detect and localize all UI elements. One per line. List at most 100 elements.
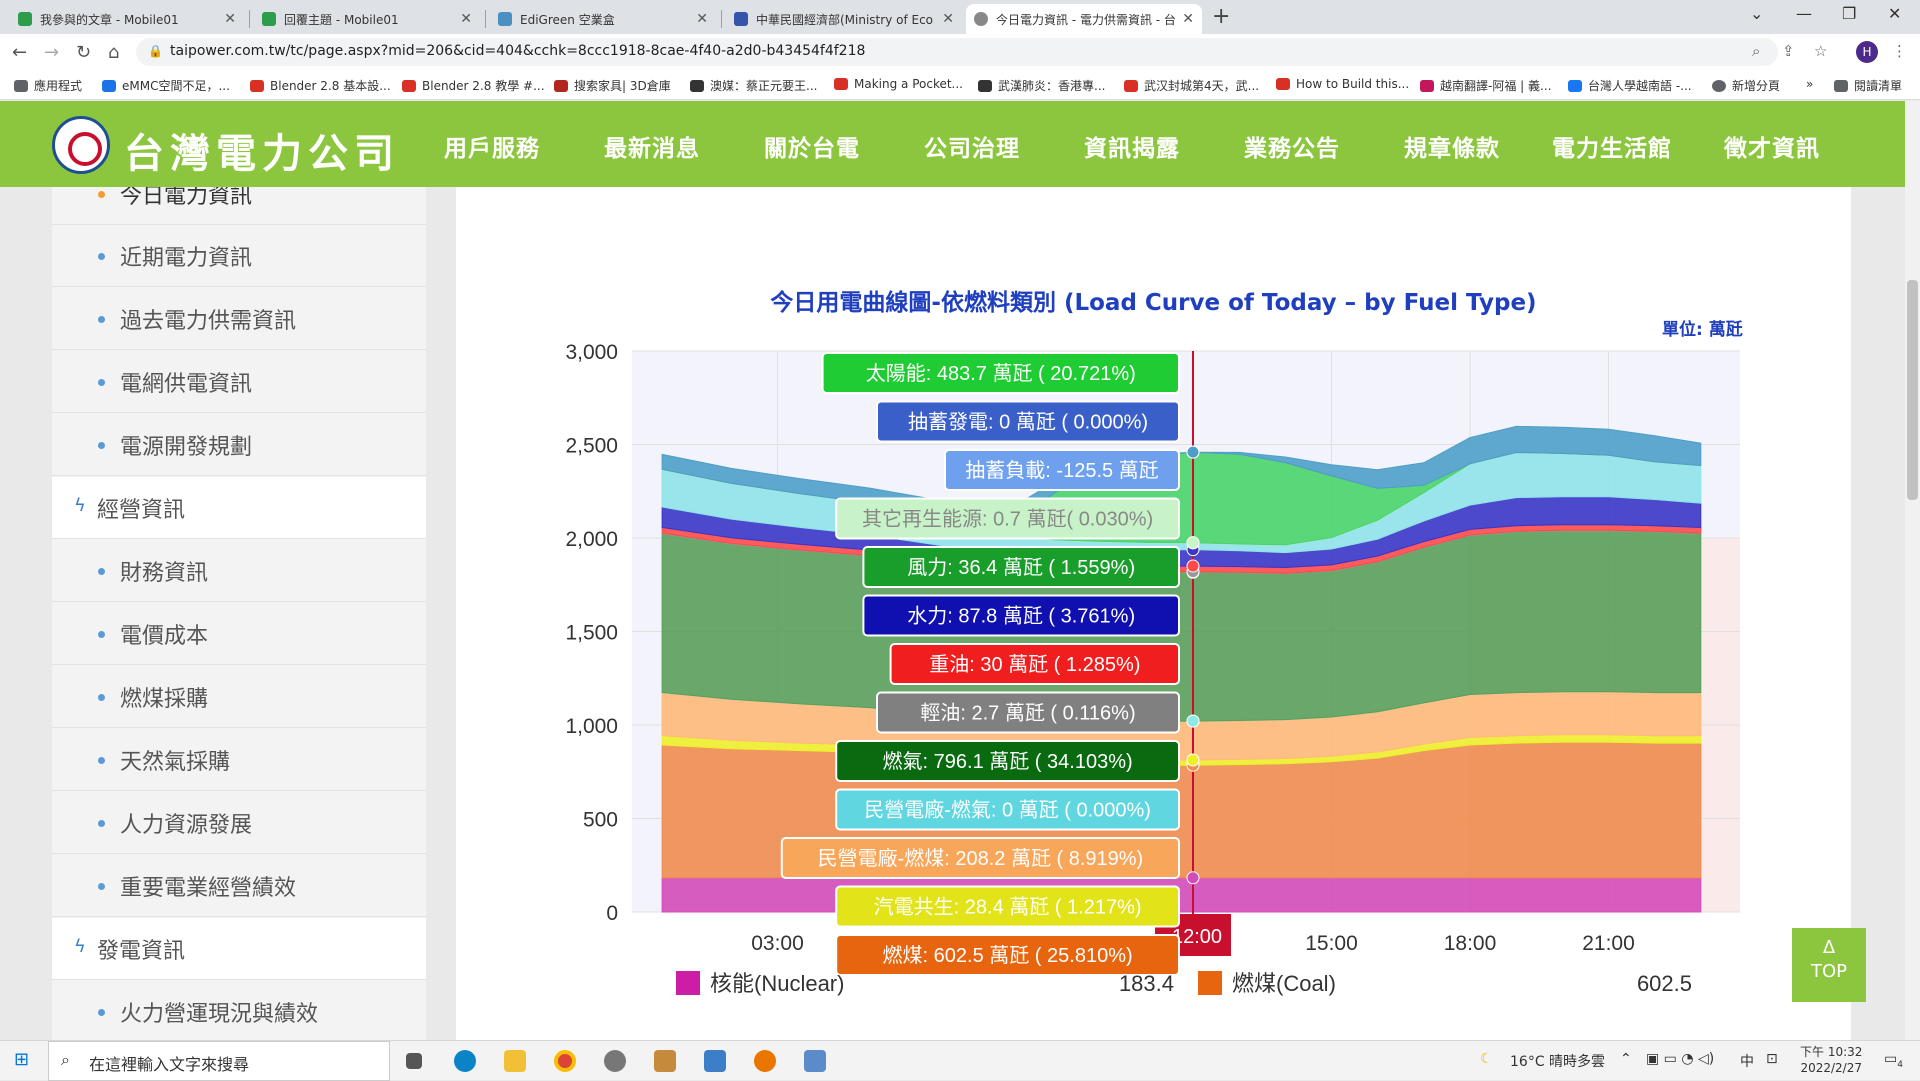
sidebar-item-thermal-ops[interactable]: 火力營運現況與績效	[52, 981, 426, 1040]
url-input[interactable]: 🔒 taipower.com.tw/tc/page.aspx?mid=206&c…	[136, 38, 1778, 66]
sidebar-category-generation[interactable]: ϟ 發電資訊	[52, 918, 426, 980]
close-tab-icon[interactable]: ✕	[1182, 11, 1194, 27]
tab-search-icon[interactable]: ⌄	[1750, 4, 1764, 23]
tooltip-box	[944, 449, 1180, 491]
load-curve-chart[interactable]: 0 500 1,000 1,500 2,000 2,500 3,000 03:00 15:00 1…	[456, 187, 1851, 1040]
close-window-icon[interactable]: ✕	[1888, 4, 1902, 23]
sidebar-item-power-planning[interactable]: 電源開發規劃	[52, 414, 426, 476]
chrome-icon[interactable]	[554, 1050, 576, 1072]
close-tab-icon[interactable]: ✕	[224, 11, 236, 27]
zoom-icon[interactable]: ⌕	[1752, 42, 1761, 60]
bookmark-star-icon[interactable]: ☆	[1814, 42, 1828, 60]
windows-start-icon[interactable]: ⊞	[14, 1049, 30, 1070]
nav-disclosure[interactable]: 資訊揭露	[1084, 136, 1180, 162]
nav-about[interactable]: 關於台電	[764, 136, 860, 162]
more-bookmarks-icon[interactable]: »	[1806, 77, 1814, 91]
sidebar-item-hr[interactable]: 人力資源發展	[52, 792, 426, 854]
bookmark-item[interactable]: 搜索家具| 3D倉庫	[554, 77, 671, 94]
page-scrollbar[interactable]	[1905, 101, 1920, 1040]
app-icon[interactable]	[804, 1050, 826, 1072]
close-tab-icon[interactable]: ✕	[942, 11, 954, 27]
menu-icon[interactable]: ⋮	[1892, 42, 1907, 60]
bookmark-item[interactable]: eMMC空間不足，...	[102, 77, 230, 94]
taskbar-clock[interactable]: 下午 10:32 2022/2/27	[1800, 1045, 1863, 1075]
file-explorer-icon[interactable]	[504, 1050, 526, 1072]
browser-tab-active[interactable]: 今日電力資訊 - 電力供需資訊 - 台 ✕	[966, 4, 1202, 34]
close-tab-icon[interactable]: ✕	[460, 11, 472, 27]
forward-icon[interactable]: →	[44, 42, 60, 63]
tooltip-label: 民營電廠-燃氣: 0 萬瓩 ( 0.000%)	[864, 798, 1151, 822]
sidebar-item-grid-supply[interactable]: 電網供電資訊	[52, 351, 426, 413]
youtube-icon	[402, 79, 416, 92]
blender-icon[interactable]	[754, 1050, 776, 1072]
nav-regulations[interactable]: 規章條款	[1404, 136, 1500, 162]
bookmark-item[interactable]: 武汉封城第4天，武...	[1124, 77, 1259, 94]
sidebar-item-price-cost[interactable]: 電價成本	[52, 603, 426, 665]
weather-text[interactable]: 16°C 晴時多雲	[1510, 1054, 1606, 1070]
sidebar-item-performance[interactable]: 重要電業經營績效	[52, 855, 426, 917]
bookmark-item[interactable]: Blender 2.8 教學 #...	[402, 77, 545, 94]
nav-power-life[interactable]: 電力生活館	[1552, 136, 1672, 162]
close-tab-icon[interactable]: ✕	[696, 11, 708, 27]
bookmark-item[interactable]: 澳媒：蔡正元要王...	[690, 77, 817, 94]
nav-customer-service[interactable]: 用戶服務	[444, 136, 540, 162]
ime-indicator[interactable]: 中	[1740, 1054, 1754, 1070]
edge-icon[interactable]	[454, 1050, 476, 1072]
taskbar-search-input[interactable]: ⌕ 在這裡輸入文字來搜尋	[48, 1041, 390, 1081]
bookmark-item[interactable]: 武漢肺炎：香港專...	[978, 77, 1105, 94]
bookmark-item[interactable]: Making a Pocket...	[834, 77, 963, 91]
tooltip-label: 民營電廠-燃煤: 208.2 萬瓩 ( 8.919%)	[818, 846, 1144, 870]
ime-mode-icon[interactable]: ⊡	[1766, 1051, 1778, 1067]
notifications-icon[interactable]: ▭4	[1884, 1051, 1903, 1070]
sidebar-item-past-supply[interactable]: 過去電力供需資訊	[52, 288, 426, 350]
tooltip-box	[780, 837, 1180, 879]
home-icon[interactable]: ⌂	[108, 42, 120, 63]
browser-tab[interactable]: 中華民國經濟部(Ministry of Eco ✕	[726, 4, 962, 34]
scrollbar-thumb[interactable]	[1907, 280, 1918, 500]
x-tick-label: 18:00	[1444, 932, 1497, 955]
task-view-icon[interactable]	[406, 1053, 422, 1069]
sidebar-item-gas-purchase[interactable]: 天然氣採購	[52, 729, 426, 791]
crosshair-marker	[1186, 536, 1200, 550]
app-icon[interactable]	[704, 1050, 726, 1072]
bookmark-item[interactable]: 越南翻譯-阿福 | 義...	[1420, 77, 1551, 94]
browser-tab[interactable]: 我參與的文章 - Mobile01 ✕	[10, 4, 244, 34]
new-tab-icon[interactable]: +	[1212, 4, 1231, 29]
tooltip-box	[876, 691, 1180, 734]
sidebar-item-today-power[interactable]: 今日電力資訊	[52, 187, 426, 225]
nav-governance[interactable]: 公司治理	[924, 136, 1020, 162]
app-icon[interactable]	[654, 1050, 676, 1072]
browser-tab[interactable]: EdiGreen 空業盒 ✕	[490, 4, 716, 34]
profile-avatar[interactable]: H	[1856, 41, 1878, 63]
minimize-icon[interactable]: —	[1796, 4, 1812, 23]
area-series-核能	[661, 877, 1702, 913]
x-tick-label: 21:00	[1582, 932, 1635, 955]
bookmark-item[interactable]: Blender 2.8 基本設...	[250, 77, 391, 94]
reload-icon[interactable]: ↻	[76, 42, 92, 63]
facebook-icon	[1568, 79, 1582, 92]
share-icon[interactable]: ⇪	[1782, 42, 1795, 60]
app-icon[interactable]	[604, 1050, 626, 1072]
tooltip-box	[862, 594, 1180, 637]
browser-tab[interactable]: 回覆主題 - Mobile01 ✕	[254, 4, 480, 34]
tray-icons[interactable]: ▣ ▭ ◔ ◁)	[1646, 1051, 1715, 1067]
taipower-logo-icon[interactable]	[52, 116, 110, 174]
sidebar-category-operations[interactable]: ϟ 經營資訊	[52, 477, 426, 539]
bookmark-item[interactable]: 應用程式	[14, 77, 82, 94]
reading-list[interactable]: 閱讀清單	[1834, 77, 1902, 94]
tray-chevron-icon[interactable]: ⌃	[1620, 1051, 1632, 1067]
back-to-top-button[interactable]: Δ TOP	[1792, 928, 1866, 1002]
bookmark-item[interactable]: How to Build this...	[1276, 77, 1409, 91]
restore-icon[interactable]: ❐	[1842, 4, 1857, 23]
bookmark-item[interactable]: 新增分頁	[1712, 77, 1780, 94]
nav-announcements[interactable]: 業務公告	[1244, 136, 1340, 162]
back-icon[interactable]: ←	[12, 42, 28, 63]
site-logo-text[interactable]: 台灣電力公司	[124, 130, 400, 177]
sidebar-item-finance[interactable]: 財務資訊	[52, 540, 426, 602]
sidebar-item-coal-purchase[interactable]: 燃煤採購	[52, 666, 426, 728]
nav-news[interactable]: 最新消息	[604, 136, 700, 162]
nav-careers[interactable]: 徵才資訊	[1724, 136, 1820, 162]
bookmark-item[interactable]: 台灣人學越南語 -...	[1568, 77, 1692, 94]
sidebar-item-recent-power[interactable]: 近期電力資訊	[52, 225, 426, 287]
tooltip-label: 水力: 87.8 萬瓩 ( 3.761%)	[907, 605, 1135, 628]
